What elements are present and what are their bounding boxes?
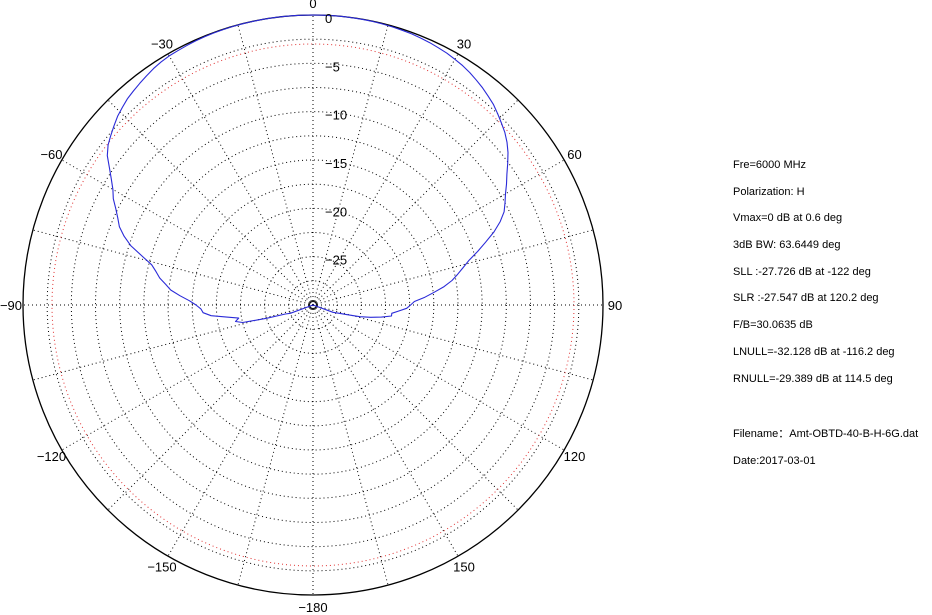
filename-text: Filename：Amt-OBTD-40-B-H-6G.dat (733, 428, 919, 440)
polarization-text: Polarization: H (733, 185, 805, 198)
grid-spoke (32, 304, 314, 381)
grid-spoke (312, 53, 459, 306)
radial-tick-label: −5 (325, 59, 340, 74)
angle-tick-label: −90 (0, 298, 22, 313)
angle-tick-label: −60 (40, 147, 62, 162)
series-layer (106, 14, 509, 324)
date-text: Date:2017-03-01 (733, 454, 816, 467)
grid-spoke (312, 304, 565, 451)
grid-circle (143, 135, 483, 475)
angle-tick-label: −120 (37, 449, 66, 464)
grid-circle (119, 111, 507, 499)
info-panel: Fre=6000 MHz Polarization: H Vmax=0 dB a… (733, 158, 928, 398)
grid-spoke (312, 304, 594, 381)
angle-tick-label: 60 (567, 147, 581, 162)
file-info: Filename：Amt-OBTD-40-B-H-6G.dat Date:201… (733, 427, 928, 480)
reference-circle-layer (51, 43, 575, 567)
grid-spoke (61, 304, 314, 451)
angle-tick-label: 0 (309, 0, 316, 11)
sll-text: SLL :-27.726 dB at -122 deg (733, 265, 871, 278)
angle-tick-label: 150 (453, 560, 475, 575)
series-line-0 (106, 14, 509, 324)
radial-tick-label: 0 (325, 11, 332, 26)
grid-spoke (312, 24, 389, 306)
polar-grid (23, 15, 603, 595)
radial-tick-label: −10 (325, 108, 347, 123)
angle-tick-label: −150 (147, 560, 176, 575)
grid-spoke (312, 304, 519, 511)
grid-circle (95, 87, 531, 523)
reference-circle-3db (51, 43, 575, 567)
grid-spoke (312, 159, 565, 306)
radial-tick-label: −25 (325, 253, 347, 268)
radial-tick-label: −20 (325, 204, 347, 219)
grid-spoke (107, 99, 314, 306)
slr-text: SLR :-27.547 dB at 120.2 deg (733, 292, 879, 305)
grid-spoke (167, 304, 314, 557)
grid-spoke (312, 229, 594, 306)
left-null-text: LNULL=-32.128 dB at -116.2 deg (733, 345, 895, 358)
beamwidth-text: 3dB BW: 63.6449 deg (733, 239, 841, 252)
grid-spoke (237, 24, 314, 306)
radial-tick-label: −15 (325, 156, 347, 171)
grid-spoke (32, 229, 314, 306)
angle-tick-label: 30 (457, 37, 471, 52)
grid-spoke (167, 53, 314, 306)
grid-spoke (312, 99, 519, 306)
center-marker (309, 301, 317, 309)
grid-spoke (312, 304, 459, 557)
grid-circle (70, 62, 556, 548)
vmax-text: Vmax=0 dB at 0.6 deg (733, 212, 843, 225)
grid-spoke (107, 304, 314, 511)
angle-tick-label: −180 (298, 600, 327, 615)
grid-spoke (237, 304, 314, 586)
right-null-text: RNULL=-29.389 dB at 114.5 deg (733, 372, 893, 385)
grid-spoke (61, 159, 314, 306)
angle-tick-label: 120 (564, 449, 586, 464)
angle-tick-label: −30 (151, 37, 173, 52)
frequency-text: Fre=6000 MHz (733, 159, 807, 171)
angle-tick-label: 90 (608, 298, 622, 313)
grid-spoke (312, 304, 389, 586)
radial-tick-labels: 0 −5 −10 −15 −20 −25 (325, 11, 347, 268)
grid-circle (46, 38, 580, 572)
front-back-ratio-text: F/B=30.0635 dB (733, 319, 813, 332)
